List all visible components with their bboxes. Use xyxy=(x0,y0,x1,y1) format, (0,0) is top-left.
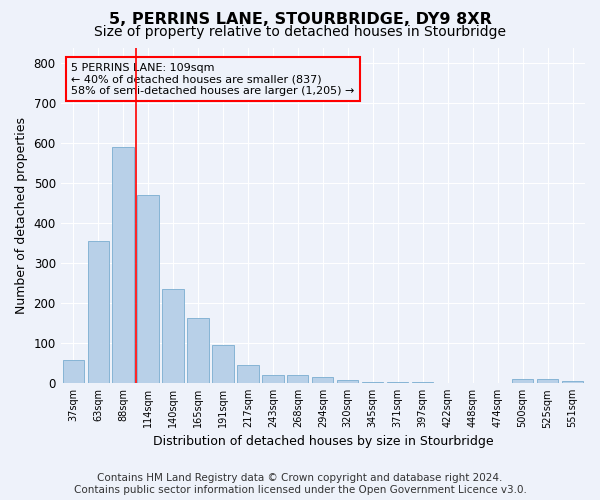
X-axis label: Distribution of detached houses by size in Stourbridge: Distribution of detached houses by size … xyxy=(152,434,493,448)
Bar xyxy=(287,375,308,383)
Bar xyxy=(412,382,433,383)
Bar xyxy=(88,240,109,383)
Bar xyxy=(312,377,334,383)
Bar xyxy=(562,381,583,383)
Bar xyxy=(212,345,233,383)
Bar xyxy=(238,365,259,383)
Bar xyxy=(187,318,209,383)
Text: Size of property relative to detached houses in Stourbridge: Size of property relative to detached ho… xyxy=(94,25,506,39)
Bar xyxy=(112,148,134,383)
Text: 5 PERRINS LANE: 109sqm
← 40% of detached houses are smaller (837)
58% of semi-de: 5 PERRINS LANE: 109sqm ← 40% of detached… xyxy=(71,62,355,96)
Bar xyxy=(387,382,409,383)
Bar xyxy=(262,375,284,383)
Bar xyxy=(337,380,358,383)
Bar xyxy=(512,379,533,383)
Text: 5, PERRINS LANE, STOURBRIDGE, DY9 8XR: 5, PERRINS LANE, STOURBRIDGE, DY9 8XR xyxy=(109,12,491,28)
Bar xyxy=(62,360,84,383)
Bar xyxy=(163,290,184,383)
Text: Contains HM Land Registry data © Crown copyright and database right 2024.
Contai: Contains HM Land Registry data © Crown c… xyxy=(74,474,526,495)
Bar xyxy=(137,196,158,383)
Y-axis label: Number of detached properties: Number of detached properties xyxy=(15,117,28,314)
Bar xyxy=(362,382,383,383)
Bar xyxy=(537,379,558,383)
